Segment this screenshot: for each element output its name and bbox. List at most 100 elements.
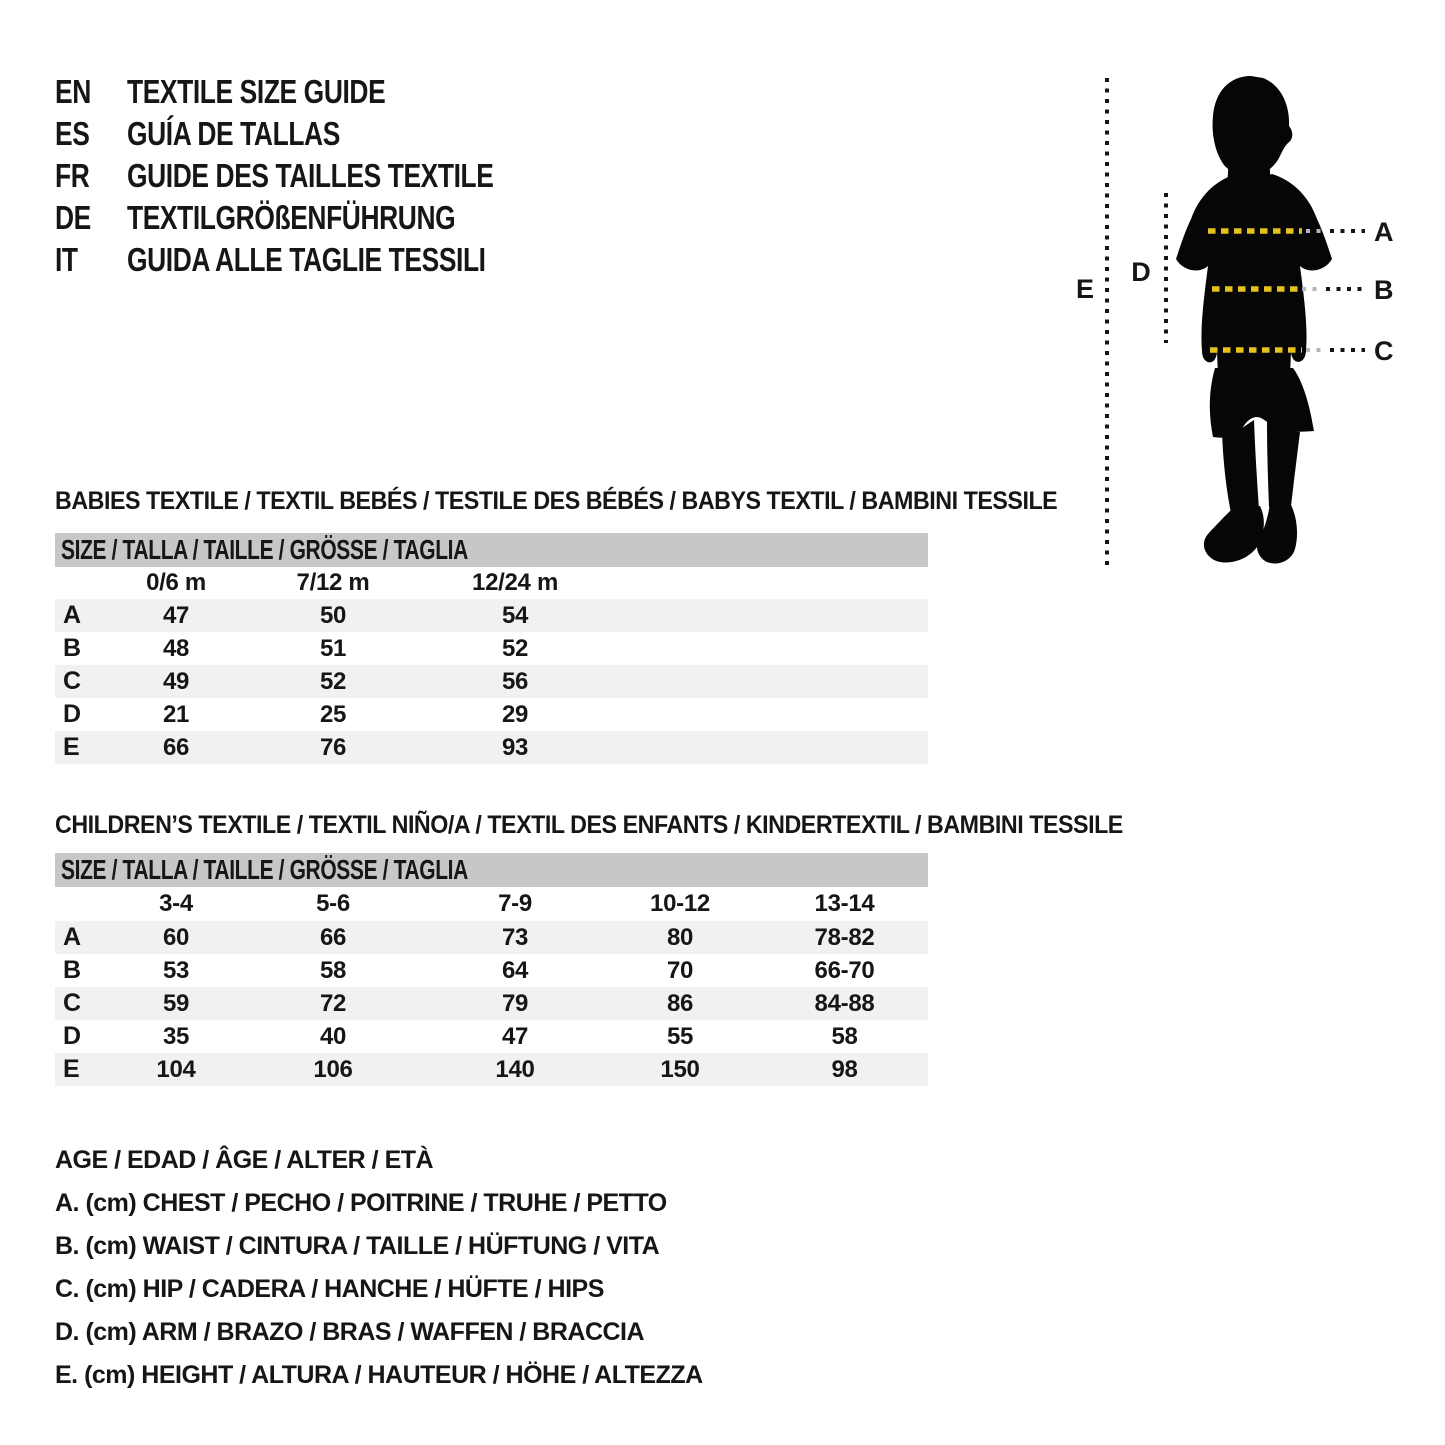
babies-section-title: BABIES TEXTILE / TEXTIL BEBÉS / TESTILE … [55,487,1058,515]
table-row: A 60 66 73 80 78-82 [55,921,928,954]
table-row: E 66 76 93 [55,731,928,764]
row-label: A [63,923,82,951]
row-label: A [63,601,82,629]
table-cell: 140 [495,1055,535,1083]
table-row: C 59 72 79 86 84-88 [55,987,928,1020]
table-cell: 47 [162,601,190,629]
children-section-title: CHILDREN’S TEXTILE / TEXTIL NIÑO/A / TEX… [55,811,1123,839]
lang-code: DE [55,199,91,236]
column-header: 13-14 [814,890,875,917]
legend-line-chest: A. (cm) CHEST / PECHO / POITRINE / TRUHE… [55,1189,667,1217]
table-cell: 86 [666,989,694,1017]
lang-row-es: ES GUÍA DE TALLAS [55,113,493,155]
table-cell: 25 [319,700,347,728]
table-cell: 84-88 [814,989,875,1017]
table-cell: 29 [501,700,529,728]
table-cell: 48 [162,634,190,662]
table-row: B 53 58 64 70 66-70 [55,954,928,987]
table-row: D 21 25 29 [55,698,928,731]
table-cell: 49 [162,667,190,695]
row-label: C [63,667,82,695]
lang-row-fr: FR GUIDE DES TAILLES TEXTILE [55,155,494,197]
language-title-block: EN TEXTILE SIZE GUIDE ES GUÍA DE TALLAS … [55,71,603,281]
row-label: E [63,733,80,761]
lang-row-de: DE TEXTILGRÖßENFÜHRUNG [55,197,493,239]
size-bar-label: SIZE / TALLA / TAILLE / GRÖSSE / TAGLIA [61,534,468,565]
table-cell: 66 [319,923,347,951]
table-cell: 35 [162,1022,190,1050]
table-cell: 93 [501,733,529,761]
table-cell: 59 [162,989,190,1017]
label-d: D [1131,257,1151,287]
table-cell: 60 [162,923,190,951]
children-size-bar: SIZE / TALLA / TAILLE / GRÖSSE / TAGLIA [55,853,928,887]
legend-line-hip: C. (cm) HIP / CADERA / HANCHE / HÜFTE / … [55,1275,604,1303]
column-header: 12/24 m [472,569,558,596]
table-cell: 80 [666,923,694,951]
column-header: 7-9 [498,890,532,917]
table-cell: 56 [501,667,529,695]
children-table: SIZE / TALLA / TAILLE / GRÖSSE / TAGLIA … [55,853,928,1086]
table-cell: 47 [501,1022,529,1050]
table-cell: 51 [319,634,347,662]
table-cell: 53 [162,956,190,984]
table-cell: 79 [501,989,529,1017]
lang-title: TEXTILGRÖßENFÜHRUNG [127,199,456,236]
lang-code: EN [55,73,91,110]
children-column-headers: 3-4 5-6 7-9 10-12 13-14 [55,887,928,921]
column-header: 5-6 [316,890,350,917]
table-cell: 106 [313,1055,353,1083]
table-cell: 58 [831,1022,858,1050]
table-cell: 66-70 [814,956,875,984]
legend-line-height: E. (cm) HEIGHT / ALTURA / HAUTEUR / HÖHE… [55,1361,703,1389]
table-cell: 52 [319,667,347,695]
table-row: D 35 40 47 55 58 [55,1020,928,1053]
lang-title: TEXTILE SIZE GUIDE [127,73,386,110]
lang-title: GUIDA ALLE TAGLIE TESSILI [127,241,486,278]
child-silhouette [1176,76,1332,564]
column-header: 10-12 [650,890,710,917]
table-cell: 21 [162,700,190,728]
row-label: D [63,1022,82,1050]
table-cell: 70 [666,956,694,984]
lang-row-it: IT GUIDA ALLE TAGLIE TESSILI [55,239,493,281]
size-bar-label: SIZE / TALLA / TAILLE / GRÖSSE / TAGLIA [61,854,468,885]
table-cell: 72 [319,989,347,1017]
lang-code: ES [55,115,90,152]
legend-line-waist: B. (cm) WAIST / CINTURA / TAILLE / HÜFTU… [55,1232,660,1260]
measurement-legend: AGE / EDAD / ÂGE / ALTER / ETÀ A. (cm) C… [55,1139,703,1397]
lang-code: FR [55,157,90,194]
table-row: A 47 50 54 [55,599,928,632]
measurement-diagram: A B C D E [1076,76,1394,570]
column-header: 0/6 m [146,569,206,596]
table-row: B 48 51 52 [55,632,928,665]
row-label: C [63,989,82,1017]
lang-row-en: EN TEXTILE SIZE GUIDE [55,71,493,113]
lang-title: GUIDE DES TAILLES TEXTILE [127,157,494,194]
label-b: B [1374,275,1394,305]
legend-line-age: AGE / EDAD / ÂGE / ALTER / ETÀ [55,1146,434,1174]
column-header: 3-4 [159,890,193,917]
table-cell: 76 [319,733,347,761]
label-c: C [1374,336,1394,366]
label-e: E [1076,274,1094,304]
row-label: D [63,700,82,728]
table-cell: 50 [319,601,347,629]
label-a: A [1374,217,1394,247]
table-cell: 40 [319,1022,347,1050]
table-cell: 55 [666,1022,694,1050]
table-cell: 52 [501,634,529,662]
table-cell: 104 [156,1055,196,1083]
table-cell: 73 [501,923,529,951]
babies-column-headers: 0/6 m 7/12 m 12/24 m [55,567,928,599]
table-cell: 54 [501,601,529,629]
row-label: B [63,634,82,662]
row-label: B [63,956,82,984]
table-cell: 78-82 [814,923,875,951]
table-row: C 49 52 56 [55,665,928,698]
babies-table: SIZE / TALLA / TAILLE / GRÖSSE / TAGLIA … [55,533,928,764]
babies-size-bar: SIZE / TALLA / TAILLE / GRÖSSE / TAGLIA [55,533,928,567]
legend-line-arm: D. (cm) ARM / BRAZO / BRAS / WAFFEN / BR… [55,1318,645,1346]
lang-title: GUÍA DE TALLAS [127,115,340,152]
